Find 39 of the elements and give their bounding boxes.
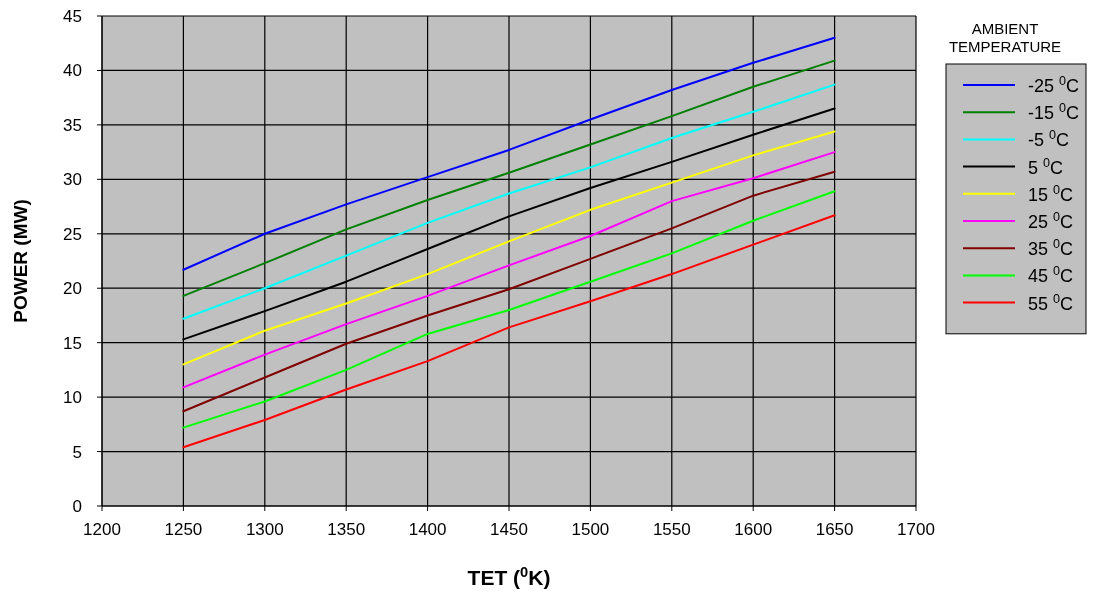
x-tick-label: 1600	[734, 520, 773, 539]
x-tick-label: 1450	[490, 520, 528, 539]
legend-label: -5 $^{0}$C	[1028, 128, 1070, 151]
line-series	[182, 36, 836, 271]
x-tick-label: 1250	[164, 520, 203, 539]
legend-label: -15 $^{0}$C	[1028, 101, 1080, 124]
x-tick-label: 1200	[83, 520, 121, 539]
legend-label: 25 $^{0}$C	[1028, 210, 1074, 232]
y-tick-label: 10	[63, 388, 82, 408]
line-series	[182, 214, 836, 449]
line-series	[182, 59, 836, 297]
y-tick-label: 15	[63, 333, 82, 353]
x-tick-label: 1400	[408, 520, 447, 539]
y-tick-label: 20	[63, 279, 82, 299]
legend-label: 5 $^{0}$C	[1028, 155, 1064, 178]
line-series	[182, 151, 836, 389]
y-tick-label: 30	[63, 170, 82, 190]
y-tick-label: 40	[63, 61, 82, 81]
x-tick-label: 1650	[815, 520, 854, 539]
legend-label: 15 $^{0}$C	[1028, 182, 1074, 205]
legend-label: -25 $^{0}$C	[1028, 74, 1080, 96]
legend-label: 55 $^{0}$C	[1028, 291, 1074, 314]
x-tick-label: 1700	[897, 520, 935, 539]
x-tick-label: 1350	[327, 520, 366, 539]
y-axis-title: POWER (MW)	[10, 199, 31, 323]
y-tick-label: 0	[72, 497, 82, 516]
x-tick-label: 1550	[652, 520, 691, 539]
x-axis-title: TET ($^{0}$K)	[467, 564, 551, 589]
legend-title: AMBIENT TEMPERATURE	[948, 20, 1062, 55]
legend-label: 45 $^{0}$C	[1028, 264, 1074, 287]
line-series	[182, 83, 836, 320]
legend-label: 35 $^{0}$C	[1028, 237, 1074, 260]
y-tick-label: 25	[63, 224, 82, 244]
x-tick-label: 1500	[571, 520, 610, 539]
x-tick-label: 1300	[245, 520, 284, 539]
line-series	[182, 130, 836, 366]
y-tick-label: 35	[63, 115, 82, 135]
y-tick-label: 45	[63, 7, 82, 26]
y-tick-label: 5	[72, 442, 82, 462]
